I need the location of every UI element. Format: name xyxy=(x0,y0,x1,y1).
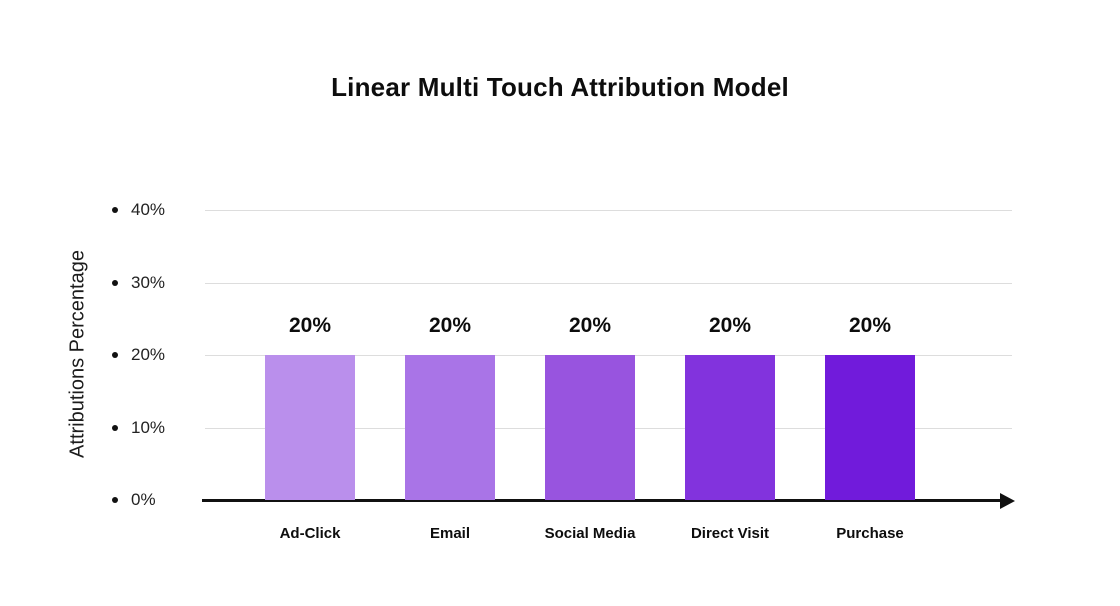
x-axis-arrow-icon xyxy=(1000,492,1015,509)
y-axis-title: Attributions Percentage xyxy=(66,250,89,458)
tick-bullet-icon xyxy=(112,207,118,213)
x-axis-label: Social Media xyxy=(544,525,636,542)
bar-email xyxy=(405,355,495,500)
x-axis-label: Purchase xyxy=(836,525,904,542)
y-tick-label: 30% xyxy=(131,272,166,292)
bar-social-media xyxy=(545,355,635,500)
x-axis-label: Email xyxy=(429,525,471,542)
y-tick: 10% xyxy=(112,418,202,438)
x-axis-label: Direct Visit xyxy=(690,525,770,542)
y-tick: 20% xyxy=(112,345,202,365)
chart-title: Linear Multi Touch Attribution Model xyxy=(331,72,789,102)
bar-direct-visit xyxy=(685,355,775,500)
tick-bullet-icon xyxy=(112,352,118,358)
x-axis-line xyxy=(202,499,1002,502)
y-tick: 0% xyxy=(112,490,202,510)
tick-bullet-icon xyxy=(112,279,118,286)
y-tick-label: 0% xyxy=(131,490,156,509)
y-tick-label: 10% xyxy=(131,417,166,437)
bar-value-label: 20% xyxy=(848,314,892,337)
gridline xyxy=(205,282,1012,284)
y-tick-label: 40% xyxy=(131,200,166,219)
bar-ad-click xyxy=(265,355,355,500)
y-tick: 30% xyxy=(112,273,202,293)
x-axis-label: Ad-Click xyxy=(279,525,341,542)
tick-bullet-icon xyxy=(112,497,118,503)
bar-value-label: 20% xyxy=(708,314,752,337)
gridline xyxy=(205,210,1012,211)
bar-value-label: 20% xyxy=(568,314,612,337)
y-tick: 40% xyxy=(112,200,202,220)
tick-bullet-icon xyxy=(112,424,118,431)
y-tick-label: 20% xyxy=(131,345,166,364)
bar-purchase xyxy=(825,355,915,500)
bar-value-label: 20% xyxy=(428,314,472,337)
bar-value-label: 20% xyxy=(288,314,332,337)
